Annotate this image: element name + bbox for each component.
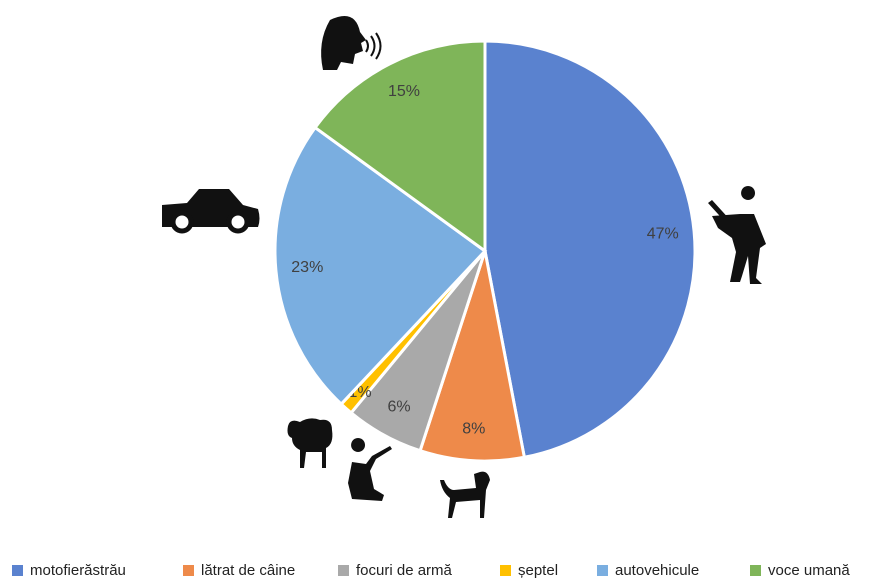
legend-swatch bbox=[338, 565, 349, 576]
icons bbox=[162, 16, 766, 518]
pie-slice bbox=[418, 250, 527, 463]
legend-swatch bbox=[597, 565, 608, 576]
legend-swatch bbox=[500, 565, 511, 576]
data-label: 47% bbox=[647, 225, 679, 242]
icon-sheep bbox=[287, 418, 333, 468]
legend-label: focuri de armă bbox=[356, 562, 453, 579]
legend-swatch bbox=[750, 565, 761, 576]
data-label: 8% bbox=[462, 420, 485, 437]
legend-swatch bbox=[183, 565, 194, 576]
legend-label: motofierăstrău bbox=[30, 562, 126, 579]
pie-slice bbox=[273, 125, 488, 407]
legend: motofierăstrău lătrat de câine focuri de a… bbox=[12, 562, 850, 579]
legend-swatch bbox=[12, 565, 23, 576]
legend-label: șeptel bbox=[518, 562, 558, 579]
data-label: 15% bbox=[388, 83, 420, 100]
pie-slice bbox=[313, 39, 487, 254]
legend-label: lătrat de câine bbox=[201, 562, 295, 579]
legend-label: voce umană bbox=[768, 562, 850, 579]
legend-label: autovehicule bbox=[615, 562, 699, 579]
pie-slice bbox=[483, 39, 697, 460]
icon-dog bbox=[440, 471, 490, 518]
icon-voice-waves bbox=[365, 32, 382, 60]
icon-chainsaw bbox=[708, 186, 766, 284]
data-label: 23% bbox=[291, 259, 323, 276]
icon-hunter bbox=[348, 438, 392, 501]
data-label: 6% bbox=[387, 399, 410, 416]
icon-wheel bbox=[170, 210, 194, 234]
icon-wheel bbox=[226, 210, 250, 234]
icon-voice bbox=[321, 16, 366, 70]
pie: 47%8%6%1%23%15% bbox=[273, 39, 697, 463]
